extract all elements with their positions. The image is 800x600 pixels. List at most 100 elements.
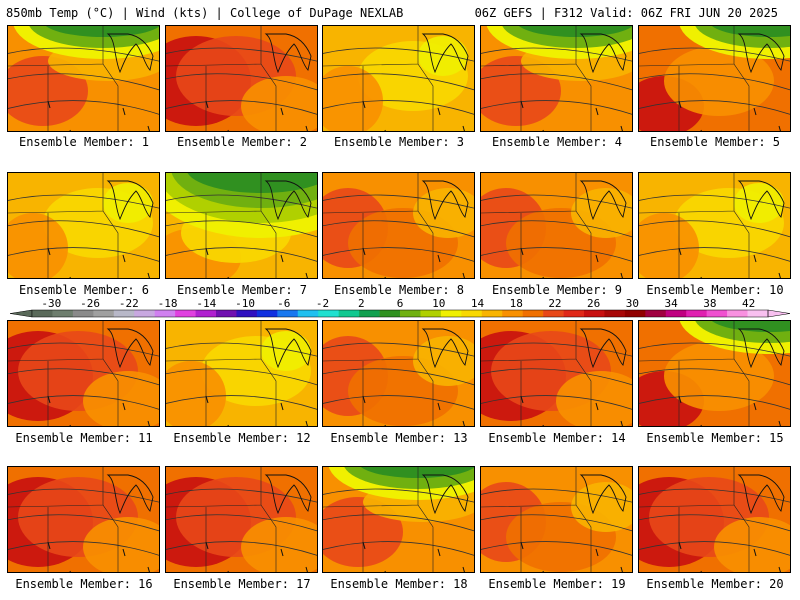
great-lakes-outline (421, 474, 469, 515)
colorbar-swatch (461, 310, 483, 317)
state-borders (481, 26, 592, 131)
state-borders (166, 321, 277, 426)
height-contour (639, 73, 790, 91)
state-borders (323, 173, 434, 278)
wind-barb (437, 548, 441, 557)
temperature-field (8, 321, 159, 426)
ensemble-member-label: Ensemble Member: 7 (176, 283, 308, 297)
colorbar-tick-label: -30 (41, 298, 61, 310)
temperature-colorbar: -30 -26 -22 -18 -14 -10 -6 -2 2 6 10 14 18 22 26 30 34 38… (9, 298, 791, 318)
colorbar-swatch (32, 310, 53, 317)
wind-barb (305, 566, 308, 572)
wind-barb (620, 125, 623, 131)
wind-barb (122, 548, 126, 557)
state-borders (639, 467, 750, 572)
height-contour (323, 247, 474, 262)
state-borders (8, 26, 119, 131)
wind-barb (778, 420, 781, 426)
ensemble-map-12 (165, 320, 318, 427)
ensemble-map-5 (638, 25, 791, 132)
great-lakes-outline (421, 33, 469, 74)
wind-barb (205, 247, 209, 256)
wind-barb (205, 395, 209, 404)
ensemble-member-label: Ensemble Member: 11 (15, 431, 153, 445)
wind-barb (678, 100, 682, 109)
wind-barb (678, 541, 682, 550)
wind-barb (305, 125, 308, 131)
model-run-info: 06Z GEFS | F312 Valid: 06Z FRI JUN 20 20… (474, 6, 778, 20)
wind-barb (520, 541, 524, 550)
ensemble-map-7 (165, 172, 318, 279)
wind-barb (753, 254, 757, 263)
wind-barb (753, 402, 757, 411)
wind-barb (778, 566, 781, 572)
wind-barb (462, 125, 465, 131)
wind-barb (753, 548, 757, 557)
ensemble-member-label: Ensemble Member: 3 (333, 135, 465, 149)
great-lakes-outline (579, 328, 627, 369)
colorbar-swatch (727, 310, 748, 317)
ensemble-map-20 (638, 466, 791, 573)
wind-barb (280, 107, 284, 116)
colorbar-tick-label: -2 (316, 298, 329, 310)
great-lakes-outline (106, 33, 154, 74)
height-contour (481, 100, 632, 115)
height-contour (481, 73, 632, 91)
ensemble-map-4 (480, 25, 633, 132)
temperature-field (639, 26, 790, 131)
temperature-field (8, 173, 159, 278)
temperature-field (481, 321, 632, 426)
ensemble-map-10 (638, 172, 791, 279)
wind-barb (122, 402, 126, 411)
colorbar-tick-label: 18 (510, 298, 523, 310)
wind-barb (620, 420, 623, 426)
colorbar-swatch (52, 310, 74, 317)
height-contour (639, 220, 790, 238)
height-contour (323, 220, 474, 238)
state-borders (481, 467, 592, 572)
colorbar-tick-label: 42 (742, 298, 755, 310)
ensemble-map-16 (7, 466, 160, 573)
colorbar-swatch (502, 310, 523, 317)
wind-barb (122, 254, 126, 263)
colorbar-tick-label: 22 (548, 298, 561, 310)
colorbar-swatch (604, 310, 626, 317)
great-lakes-outline (264, 33, 312, 74)
wind-barb (778, 272, 781, 278)
colorbar-swatch (686, 310, 707, 317)
temperature-field (323, 467, 474, 572)
colorbar-tick-label: 34 (665, 298, 679, 310)
height-contour (8, 514, 159, 532)
ensemble-map-11 (7, 320, 160, 427)
colorbar-swatch (522, 310, 544, 317)
colorbar-swatch (256, 310, 278, 317)
wind-barb (147, 272, 150, 278)
ensemble-map-1 (7, 25, 160, 132)
ensemble-member-label: Ensemble Member: 8 (333, 283, 465, 297)
wind-barb (280, 254, 284, 263)
colorbar-swatch (113, 310, 135, 317)
wind-barb (147, 566, 150, 572)
ensemble-map-9 (480, 172, 633, 279)
colorbar-swatch (563, 310, 585, 317)
ensemble-member-label: Ensemble Member: 12 (173, 431, 311, 445)
state-borders (8, 467, 119, 572)
temperature-field (8, 467, 159, 572)
state-borders (8, 321, 119, 426)
ensemble-member-label: Ensemble Member: 6 (18, 283, 150, 297)
great-lakes-outline (106, 474, 154, 515)
wind-barb (520, 100, 524, 109)
ensemble-member-label: Ensemble Member: 5 (649, 135, 781, 149)
height-contour (323, 368, 474, 386)
colorbar-tick-label: 14 (471, 298, 485, 310)
temperature-field (323, 26, 474, 131)
great-lakes-outline (737, 180, 785, 221)
height-contour (166, 514, 317, 532)
height-contour (166, 541, 317, 556)
colorbar-tick-label: 6 (397, 298, 404, 310)
height-contour (323, 73, 474, 91)
colorbar-swatch (379, 310, 401, 317)
colorbar-tick-label: -22 (119, 298, 139, 310)
colorbar-tick-label: 10 (432, 298, 445, 310)
great-lakes-outline (737, 474, 785, 515)
